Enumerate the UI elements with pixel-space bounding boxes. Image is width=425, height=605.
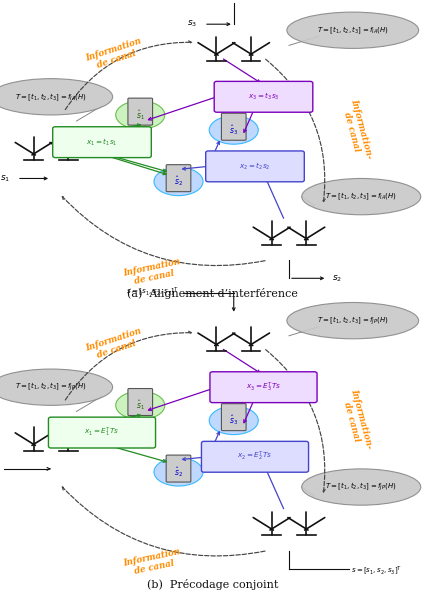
Text: $x_2=t_2s_2$: $x_2=t_2s_2$ — [239, 161, 271, 172]
Ellipse shape — [302, 178, 421, 215]
Text: $s_2$: $s_2$ — [332, 273, 342, 284]
Text: $s_3$: $s_3$ — [187, 19, 198, 30]
FancyBboxPatch shape — [128, 388, 153, 416]
Ellipse shape — [116, 101, 165, 129]
FancyBboxPatch shape — [221, 113, 246, 140]
Text: $T=[t_1,t_2,t_3]=f_{IA}(H)$: $T=[t_1,t_2,t_3]=f_{IA}(H)$ — [15, 91, 87, 103]
FancyBboxPatch shape — [201, 442, 309, 472]
Text: $x_3=E_3^T Ts$: $x_3=E_3^T Ts$ — [246, 381, 281, 394]
Ellipse shape — [209, 407, 258, 434]
Text: $s=[s_1,s_2,s_3]^T$: $s=[s_1,s_2,s_3]^T$ — [351, 564, 402, 577]
Text: $s=[s_1,s_2,s_3]^T$: $s=[s_1,s_2,s_3]^T$ — [126, 286, 178, 298]
Text: $\hat{s}_1$: $\hat{s}_1$ — [136, 398, 145, 413]
Ellipse shape — [302, 469, 421, 505]
Text: (b)  Précodage conjoint: (b) Précodage conjoint — [147, 579, 278, 590]
FancyBboxPatch shape — [166, 455, 191, 482]
Text: $x_3=t_3s_3$: $x_3=t_3s_3$ — [248, 91, 279, 102]
FancyBboxPatch shape — [53, 126, 151, 157]
Ellipse shape — [287, 12, 419, 48]
Ellipse shape — [287, 302, 419, 339]
Text: $x_1=t_1s_1$: $x_1=t_1s_1$ — [86, 137, 118, 148]
Text: (a)  Alignement d’interférence: (a) Alignement d’interférence — [127, 289, 298, 299]
Text: $T=[t_1,t_2,t_3]=f_{IA}(H)$: $T=[t_1,t_2,t_3]=f_{IA}(H)$ — [317, 24, 389, 36]
FancyBboxPatch shape — [166, 165, 191, 192]
Text: $\hat{s}_2$: $\hat{s}_2$ — [174, 174, 183, 189]
Ellipse shape — [116, 391, 165, 419]
Text: Information
de canal: Information de canal — [84, 36, 145, 73]
Text: Information-
de canal: Information- de canal — [340, 97, 374, 163]
FancyBboxPatch shape — [206, 151, 304, 182]
Ellipse shape — [154, 168, 203, 195]
FancyBboxPatch shape — [214, 81, 313, 113]
Ellipse shape — [0, 79, 113, 115]
Ellipse shape — [154, 458, 203, 486]
Text: $x_2=E_2^T Ts$: $x_2=E_2^T Ts$ — [238, 450, 272, 463]
Text: Information
de canal: Information de canal — [122, 547, 184, 578]
FancyBboxPatch shape — [48, 417, 156, 448]
Text: Information
de canal: Information de canal — [122, 257, 184, 288]
FancyBboxPatch shape — [128, 98, 153, 125]
Text: $\hat{s}_3$: $\hat{s}_3$ — [229, 123, 238, 137]
Text: $x_1=E_1^T Ts$: $x_1=E_1^T Ts$ — [85, 426, 119, 439]
Ellipse shape — [0, 369, 113, 405]
FancyBboxPatch shape — [210, 371, 317, 403]
Text: $\hat{s}_1$: $\hat{s}_1$ — [136, 108, 145, 122]
FancyBboxPatch shape — [221, 404, 246, 431]
Text: Information
de canal: Information de canal — [84, 327, 145, 363]
Text: Information-
de canal: Information- de canal — [340, 388, 374, 453]
Text: $T=[t_1,t_2,t_3]=f_{JP}(H)$: $T=[t_1,t_2,t_3]=f_{JP}(H)$ — [326, 481, 397, 493]
Text: $s_1$: $s_1$ — [0, 173, 11, 184]
Text: $\hat{s}_3$: $\hat{s}_3$ — [229, 413, 238, 428]
Text: $T=[t_1,t_2,t_3]=f_{JP}(H)$: $T=[t_1,t_2,t_3]=f_{JP}(H)$ — [15, 381, 87, 393]
Ellipse shape — [209, 116, 258, 144]
Text: $T=[t_1,t_2,t_3]=f_{IA}(H)$: $T=[t_1,t_2,t_3]=f_{IA}(H)$ — [325, 191, 397, 203]
Text: $T=[t_1,t_2,t_3]=f_{JP}(H)$: $T=[t_1,t_2,t_3]=f_{JP}(H)$ — [317, 315, 388, 327]
Text: $\hat{s}_2$: $\hat{s}_2$ — [174, 465, 183, 479]
